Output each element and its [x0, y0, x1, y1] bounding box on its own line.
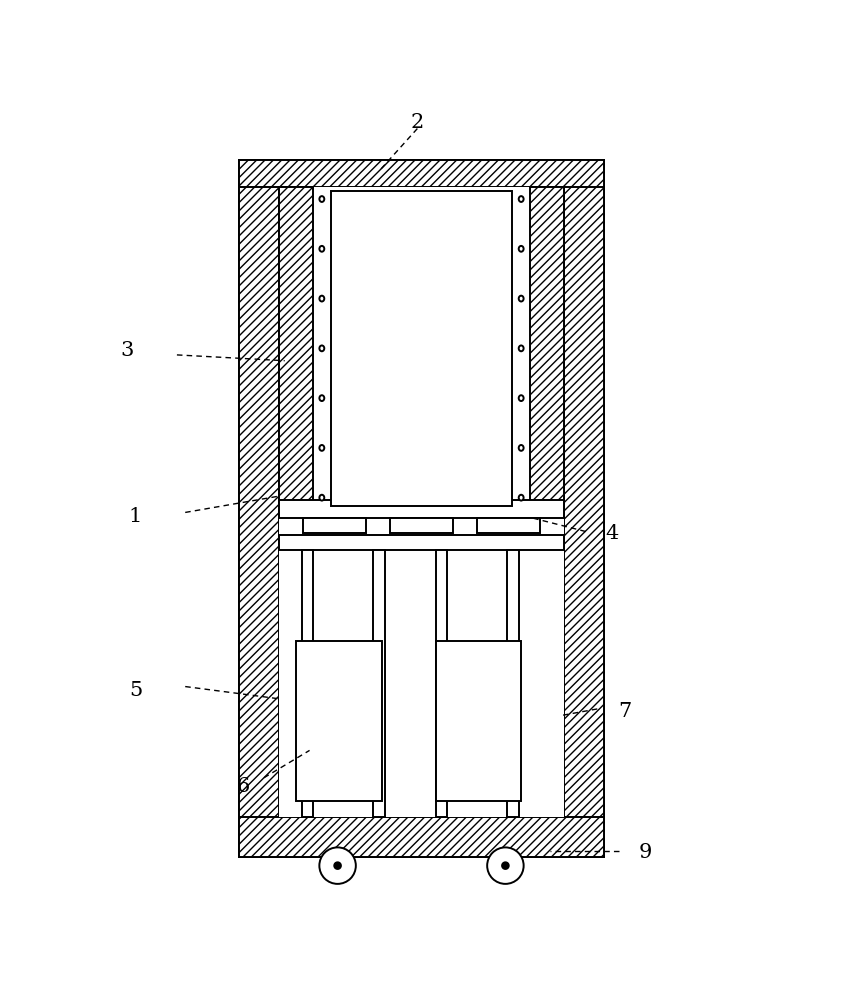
Bar: [279, 500, 564, 518]
Text: 5: 5: [129, 681, 142, 700]
Circle shape: [319, 847, 356, 884]
Ellipse shape: [319, 395, 325, 401]
Circle shape: [502, 862, 508, 869]
Bar: [239, 160, 604, 857]
Bar: [436, 641, 521, 801]
Bar: [436, 550, 448, 817]
Ellipse shape: [518, 196, 524, 202]
Bar: [279, 187, 564, 817]
Bar: [296, 641, 382, 801]
Text: 2: 2: [411, 113, 424, 132]
Circle shape: [487, 847, 524, 884]
Bar: [331, 191, 512, 506]
Ellipse shape: [518, 395, 524, 401]
Bar: [239, 160, 279, 857]
Bar: [239, 160, 604, 187]
Text: 9: 9: [639, 843, 652, 862]
Ellipse shape: [518, 345, 524, 351]
Ellipse shape: [319, 196, 325, 202]
Ellipse shape: [319, 445, 325, 451]
Bar: [279, 187, 313, 514]
Text: 7: 7: [618, 702, 631, 721]
Bar: [303, 518, 366, 533]
Bar: [477, 518, 540, 533]
Bar: [279, 535, 564, 550]
Ellipse shape: [518, 246, 524, 252]
Bar: [239, 817, 604, 857]
Ellipse shape: [319, 296, 325, 301]
Ellipse shape: [518, 445, 524, 451]
Text: 3: 3: [121, 341, 134, 360]
Ellipse shape: [518, 296, 524, 301]
Bar: [507, 550, 518, 817]
Text: 4: 4: [605, 524, 619, 543]
Ellipse shape: [518, 495, 524, 501]
Ellipse shape: [319, 345, 325, 351]
Text: 1: 1: [129, 507, 142, 526]
Bar: [530, 187, 564, 514]
Bar: [564, 160, 604, 857]
Ellipse shape: [319, 246, 325, 252]
Ellipse shape: [319, 495, 325, 501]
Bar: [390, 518, 453, 533]
Circle shape: [335, 862, 341, 869]
Text: 6: 6: [237, 777, 250, 796]
Bar: [373, 550, 384, 817]
Bar: [302, 550, 314, 817]
